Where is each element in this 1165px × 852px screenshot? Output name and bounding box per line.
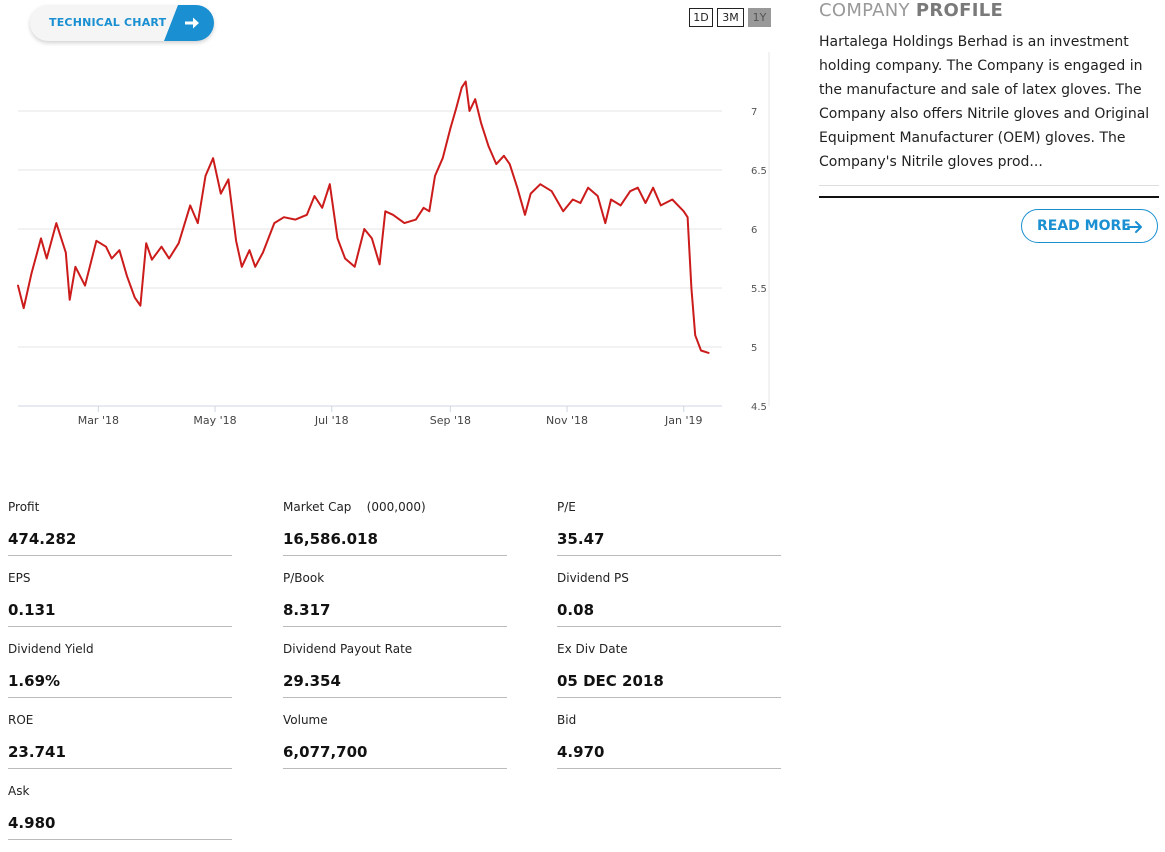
stat-value: 29.354: [283, 672, 341, 690]
stat-label: Ex Div Date: [557, 642, 628, 656]
range-1d-button[interactable]: 1D: [689, 8, 713, 27]
y-tick-label: 6.5: [751, 166, 767, 177]
stat-value: 1.69%: [8, 672, 61, 690]
price-chart-svg: 4.5 5 5.5 6 6.5 7 Mar '18 May '18 Jul '18 Sep '18…: [17, 52, 770, 427]
stat-value: 0.08: [557, 601, 595, 619]
x-tick-label: Sep '18: [430, 414, 471, 427]
stat-value: 05 DEC 2018: [557, 672, 664, 690]
stat-cell: Volume 6,077,700: [283, 713, 507, 769]
x-tick-label: Jul '18: [314, 414, 349, 427]
stat-divider: [557, 626, 781, 627]
stat-cell: Dividend Payout Rate 29.354: [283, 642, 507, 698]
x-tick-label: May '18: [193, 414, 236, 427]
stat-value: 23.741: [8, 743, 66, 761]
company-profile-title: COMPANY PROFILE: [819, 0, 1003, 21]
technical-chart-label: TECHNICAL CHART: [49, 16, 167, 29]
arrow-right-icon: [1127, 221, 1142, 233]
stat-divider: [283, 697, 507, 698]
technical-chart-arrow: [164, 5, 214, 41]
stat-label: Dividend Payout Rate: [283, 642, 413, 656]
stat-cell: Bid 4.970: [557, 713, 781, 769]
company-profile-description: Hartalega Holdings Berhad is an investme…: [819, 34, 1150, 170]
stat-divider: [8, 697, 232, 698]
stat-value: 6,077,700: [283, 743, 368, 761]
stat-cell: ROE 23.741: [8, 713, 232, 769]
stat-label: Ask: [8, 784, 30, 798]
stat-divider: [8, 626, 232, 627]
y-tick-label: 5.5: [751, 284, 767, 295]
stat-value: 4.970: [557, 743, 605, 761]
company-profile-divider: [819, 196, 1159, 198]
stat-cell: P/E 35.47: [557, 500, 781, 556]
stat-label: Dividend PS: [557, 571, 629, 585]
stat-divider: [557, 555, 781, 556]
stat-divider: [8, 555, 232, 556]
stat-label: Market Cap (000,000): [283, 500, 426, 514]
y-tick-label: 4.5: [751, 402, 767, 413]
company-profile-divider-thin: [819, 185, 1159, 186]
y-tick-label: 7: [751, 107, 757, 118]
stat-label: Volume: [283, 713, 328, 727]
x-tick-label: Nov '18: [546, 414, 588, 427]
stat-label: Profit: [8, 500, 40, 514]
stat-cell: Market Cap (000,000) 16,586.018: [283, 500, 507, 556]
company-profile-title-bold: PROFILE: [915, 0, 1004, 21]
stat-label: P/Book: [283, 571, 325, 585]
arrow-right-icon: [185, 17, 199, 29]
stat-cell: EPS 0.131: [8, 571, 232, 627]
stat-cell: P/Book 8.317: [283, 571, 507, 627]
stat-label: Bid: [557, 713, 577, 727]
stat-label: Dividend Yield: [8, 642, 94, 656]
stat-divider: [283, 555, 507, 556]
stat-divider: [8, 839, 232, 840]
company-profile-title-light: COMPANY: [819, 0, 916, 21]
read-more-label: READ MORE: [1037, 218, 1131, 234]
range-1y-button[interactable]: 1Y: [748, 8, 771, 27]
y-tick-label: 6: [751, 225, 757, 236]
stat-divider: [557, 768, 781, 769]
x-tick-label: Jan '19: [664, 414, 702, 427]
read-more-button[interactable]: READ MORE: [1021, 209, 1158, 243]
range-3m-button[interactable]: 3M: [717, 8, 744, 27]
technical-chart-button[interactable]: TECHNICAL CHART: [30, 5, 214, 41]
stat-label: ROE: [8, 713, 34, 727]
stat-cell: Profit 474.282: [8, 500, 232, 556]
y-tick-label: 5: [751, 343, 757, 354]
stat-value: 4.980: [8, 814, 56, 832]
stat-value: 474.282: [8, 530, 77, 548]
price-series-line: [17, 80, 710, 354]
stat-cell: Dividend PS 0.08: [557, 571, 781, 627]
stat-value: 0.131: [8, 601, 56, 619]
stat-cell: Ex Div Date 05 DEC 2018: [557, 642, 781, 698]
stat-cell: Dividend Yield 1.69%: [8, 642, 232, 698]
stat-divider: [8, 768, 232, 769]
stat-cell: Ask 4.980: [8, 784, 232, 840]
stat-label: P/E: [557, 500, 576, 514]
stat-value: 16,586.018: [283, 530, 378, 548]
stat-label: EPS: [8, 571, 31, 585]
stat-value: 8.317: [283, 601, 331, 619]
price-chart: 4.5 5 5.5 6 6.5 7 Mar '18 May '18 Jul '18 Sep '18…: [0, 40, 790, 440]
stat-divider: [283, 626, 507, 627]
stat-value: 35.47: [557, 530, 605, 548]
stat-divider: [557, 697, 781, 698]
stat-divider: [283, 768, 507, 769]
x-tick-label: Mar '18: [78, 414, 119, 427]
